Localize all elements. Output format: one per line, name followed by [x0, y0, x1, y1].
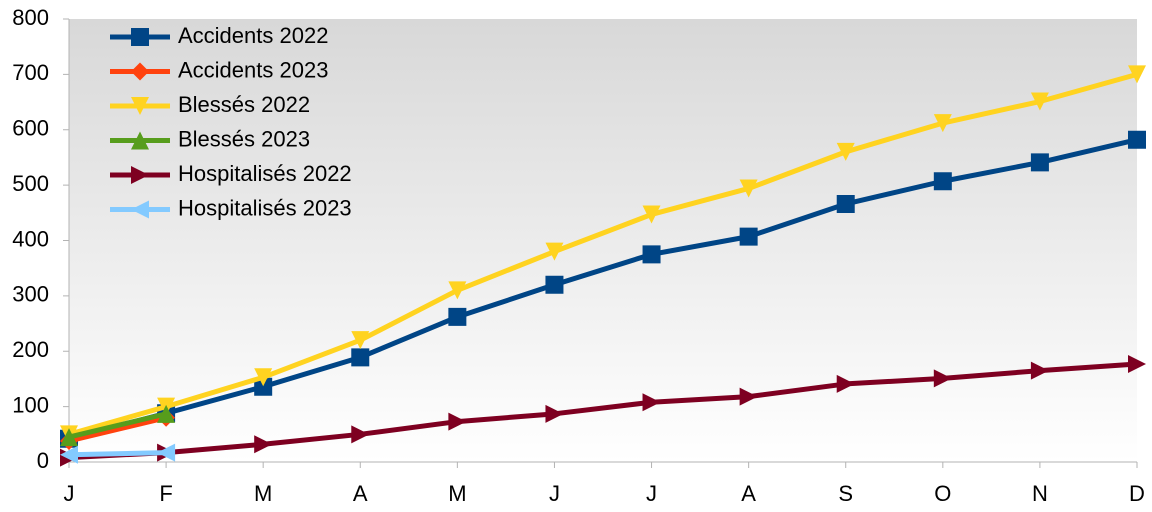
y-tick-label: 0	[37, 448, 49, 473]
x-tick-label: M	[254, 481, 272, 506]
y-tick-label: 500	[12, 171, 49, 196]
series-line	[68, 71, 1138, 437]
y-tick-label: 700	[12, 60, 49, 85]
marker	[1128, 354, 1146, 373]
marker	[157, 443, 176, 462]
marker	[642, 245, 661, 264]
y-tick-label: 200	[12, 337, 49, 362]
marker	[351, 331, 370, 350]
marker	[448, 307, 467, 326]
series-line	[68, 137, 1138, 442]
marker	[60, 445, 78, 464]
marker	[157, 404, 176, 423]
marker	[60, 428, 78, 447]
marker	[1128, 130, 1146, 149]
marker	[933, 114, 952, 133]
marker	[351, 348, 370, 367]
series-line	[68, 361, 1138, 461]
legend-label: Hospitalisés 2022	[178, 161, 352, 186]
marker	[739, 227, 758, 246]
legend-label: Blessés 2022	[178, 92, 310, 117]
x-tick-label: O	[934, 481, 951, 506]
marker	[448, 412, 467, 431]
x-tick-label: M	[448, 481, 466, 506]
marker	[131, 28, 149, 46]
marker	[131, 97, 149, 115]
x-tick-label: A	[353, 481, 368, 506]
x-tick-label: N	[1032, 481, 1048, 506]
x-tick-label: A	[741, 481, 756, 506]
x-tick-label: S	[838, 481, 853, 506]
marker	[1128, 65, 1146, 84]
marker	[131, 62, 149, 81]
marker	[131, 200, 149, 219]
y-tick-label: 400	[12, 226, 49, 251]
marker	[131, 166, 149, 184]
marker	[545, 242, 564, 261]
x-tick-label: J	[549, 481, 560, 506]
marker	[131, 131, 149, 150]
marker	[448, 281, 467, 300]
marker	[836, 194, 855, 213]
y-tick-label: 600	[12, 116, 49, 141]
x-tick-label: F	[159, 481, 172, 506]
marker	[739, 387, 758, 406]
x-tick-label: J	[646, 481, 657, 506]
x-tick-label: J	[64, 481, 75, 506]
marker	[1030, 361, 1049, 380]
marker	[642, 205, 661, 224]
plot-area	[69, 19, 1137, 462]
marker	[836, 142, 855, 161]
marker	[739, 179, 758, 198]
y-tick-label: 100	[12, 392, 49, 417]
marker	[254, 377, 273, 396]
marker	[254, 435, 273, 454]
x-tick-label: D	[1129, 481, 1145, 506]
marker	[351, 425, 370, 444]
marker	[1030, 153, 1049, 172]
marker	[1030, 92, 1049, 111]
marker	[545, 404, 564, 423]
marker	[254, 368, 273, 387]
legend-label: Accidents 2022	[178, 23, 328, 48]
series-line	[68, 415, 167, 444]
y-tick-label: 800	[12, 5, 49, 30]
y-tick-label: 300	[12, 282, 49, 307]
legend-label: Hospitalisés 2023	[178, 195, 352, 220]
marker	[933, 172, 952, 191]
marker	[545, 275, 564, 294]
series-line	[68, 450, 167, 458]
series-line	[68, 411, 167, 440]
marker	[642, 393, 661, 412]
marker	[933, 369, 952, 388]
marker	[836, 374, 855, 393]
legend-label: Blessés 2023	[178, 126, 310, 151]
legend-label: Accidents 2023	[178, 57, 328, 82]
